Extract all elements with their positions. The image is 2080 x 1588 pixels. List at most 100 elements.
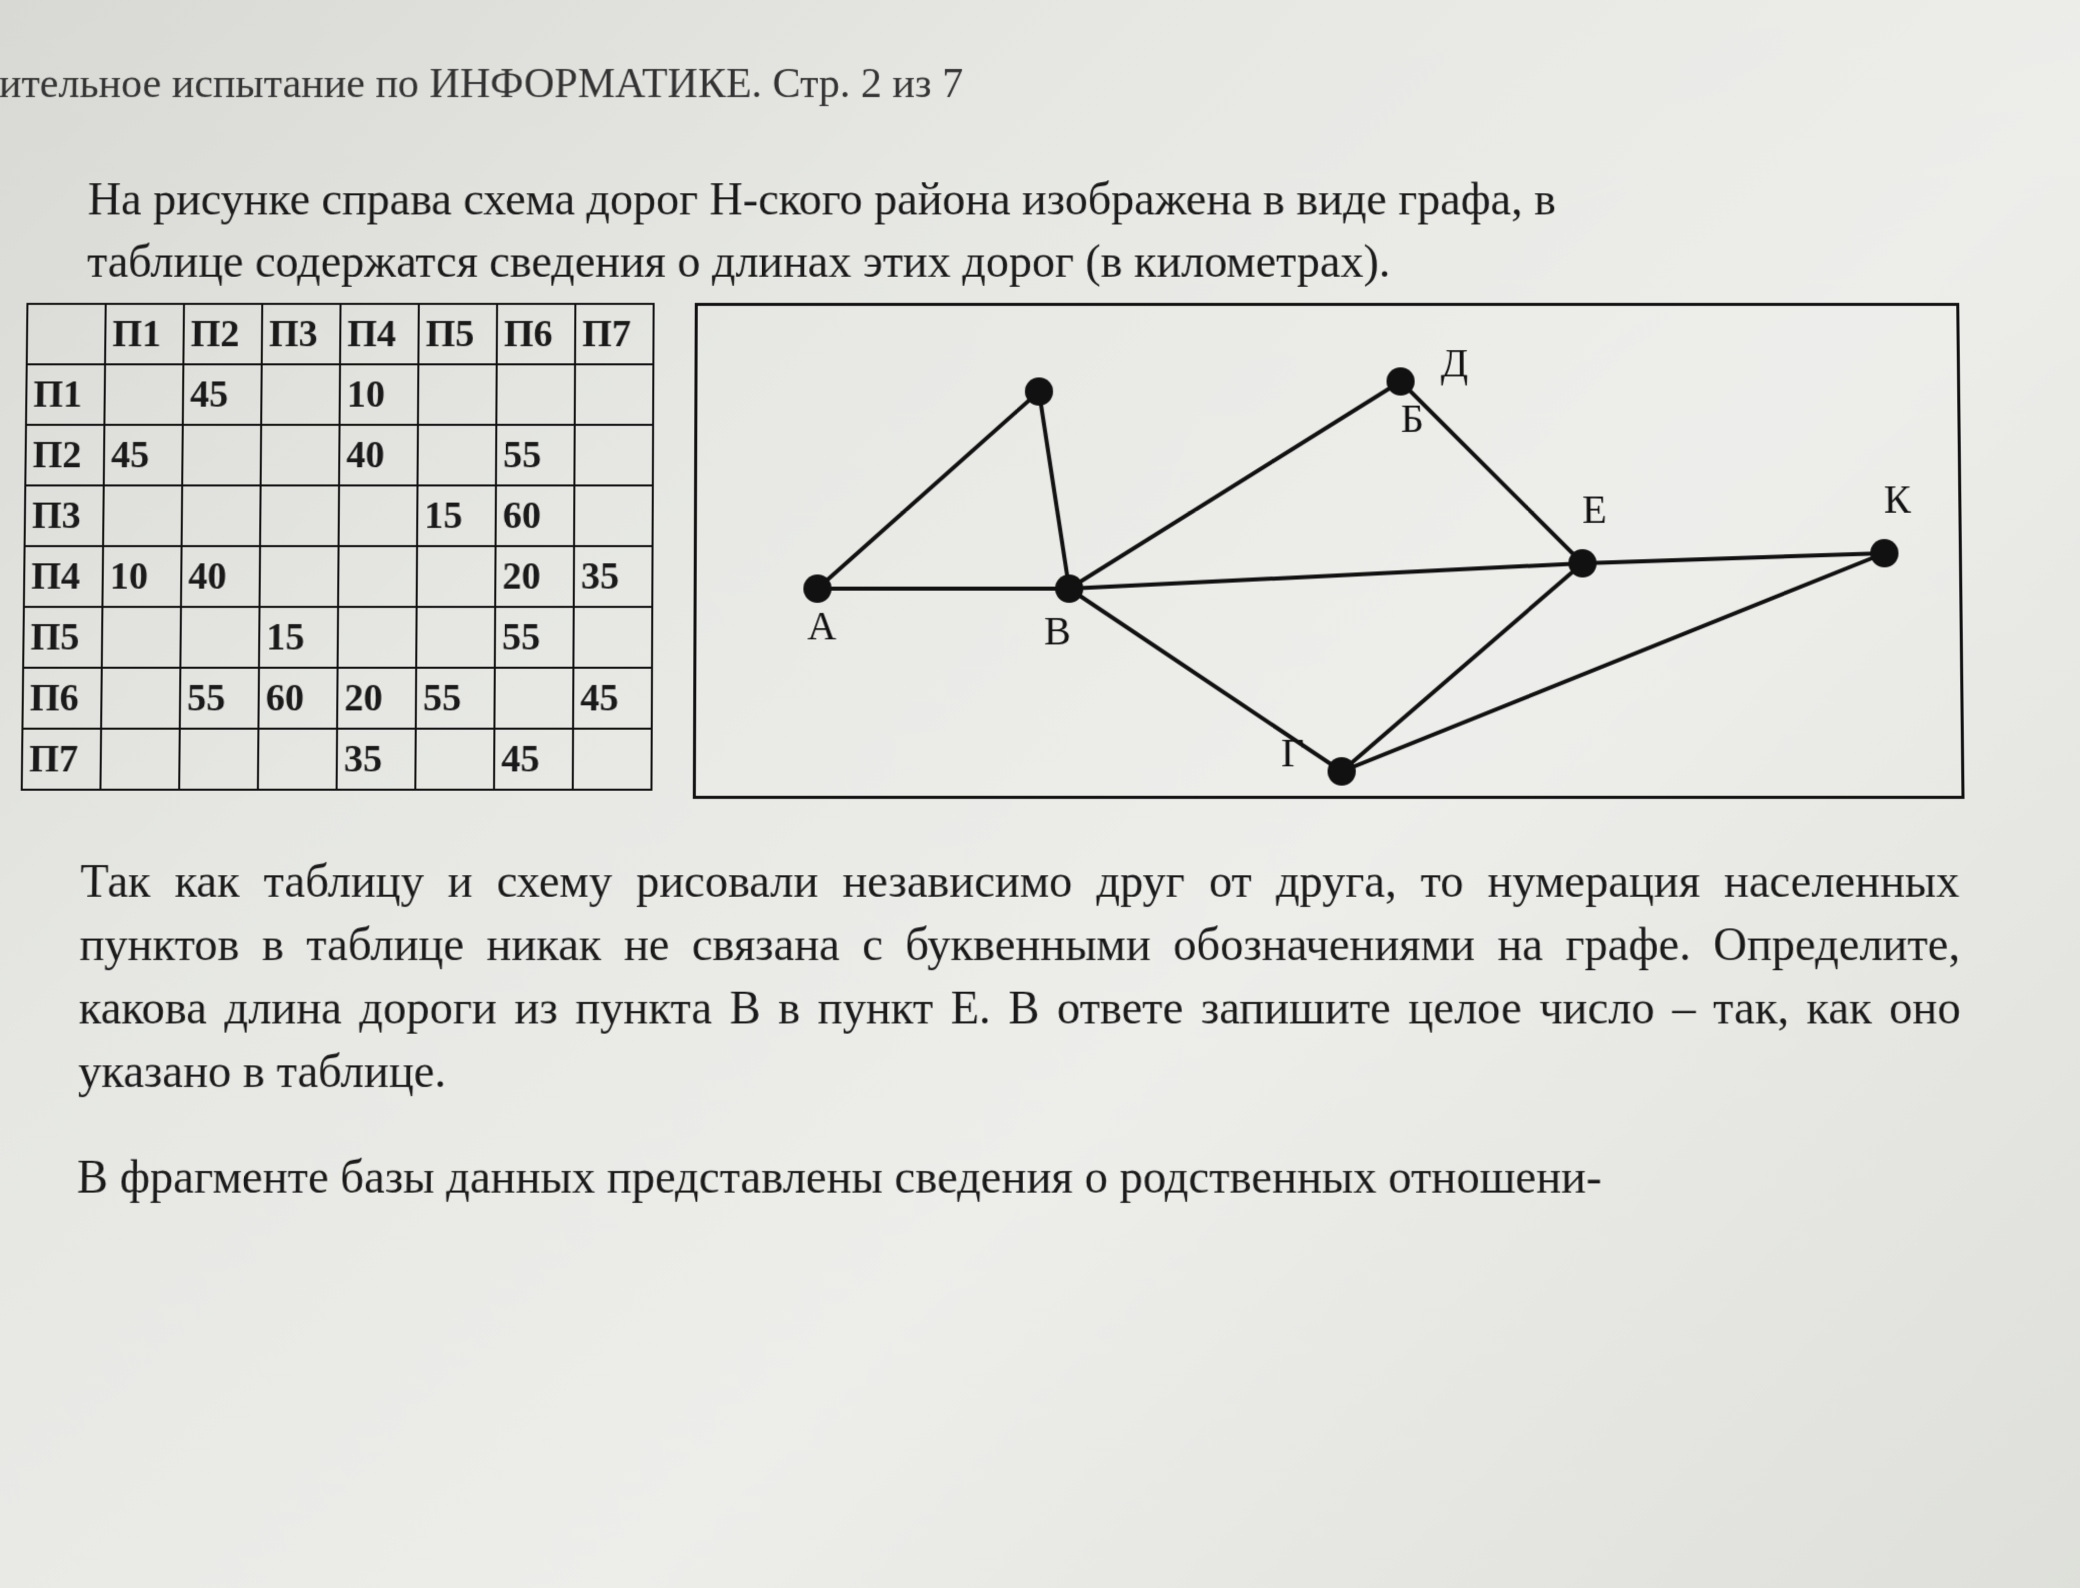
- table-cell: [338, 607, 417, 668]
- table-cell: [417, 546, 496, 607]
- table-cell: [180, 607, 259, 668]
- table-row: П65560205545: [22, 668, 652, 729]
- graph-node-label: А: [807, 603, 836, 649]
- graph-edge: [1069, 564, 1583, 589]
- graph-edge: [1341, 564, 1584, 772]
- table-cell: 45: [183, 365, 262, 426]
- table-cell: [101, 668, 180, 729]
- problem-explanation: Так как таблицу и схему рисовали независ…: [78, 850, 1962, 1104]
- table-cell: 15: [417, 486, 496, 547]
- table-row: П3 1560: [25, 486, 653, 547]
- page-header: ительное испытание по ИНФОРМАТИКЕ. Стр. …: [0, 60, 2001, 108]
- table-cell: 35: [337, 729, 416, 790]
- table-cell: [338, 546, 417, 607]
- table-cell: 10: [340, 365, 419, 426]
- table-cell: [261, 425, 340, 486]
- table-cell: 55: [180, 668, 259, 729]
- table-cell: [102, 607, 181, 668]
- table-cell: [103, 486, 182, 547]
- problem-intro: На рисунке справа схема дорог Н-ского ра…: [87, 168, 1953, 293]
- table-cell: 60: [258, 668, 337, 729]
- table-cell: [100, 729, 179, 790]
- road-graph: А Д В Б Е К Г: [696, 306, 1968, 802]
- table-cell: [416, 607, 495, 668]
- table-cell: 45: [573, 668, 652, 729]
- table-cell: 45: [104, 425, 183, 486]
- graph-node: [1386, 368, 1414, 396]
- table-header-cell: П6: [497, 304, 576, 364]
- graph-node: [1025, 378, 1053, 406]
- graph-edge: [1341, 553, 1887, 771]
- graph-edge: [817, 392, 1039, 589]
- adjacency-table: П1П2П3П4П5П6П7П14510П2454055П31560П41040…: [21, 303, 655, 791]
- table-cell: П7: [22, 729, 101, 790]
- table-and-graph-row: П1П2П3П4П5П6П7П14510П2454055П31560П41040…: [21, 303, 2009, 799]
- table-row: П41040 2035: [24, 546, 653, 607]
- graph-node: [803, 575, 831, 603]
- table-cell: [260, 546, 339, 607]
- table-cell: 55: [495, 607, 574, 668]
- table-cell: 20: [337, 668, 416, 729]
- graph-edge: [1069, 382, 1401, 589]
- graph-edge: [1582, 553, 1884, 563]
- intro-line-2: таблице содержатся сведения о длинах эти…: [87, 236, 1391, 287]
- table-cell: [258, 729, 337, 790]
- table-cell: 10: [102, 546, 181, 607]
- table-row: П5 15 55: [23, 607, 652, 668]
- table-cell: [339, 486, 418, 547]
- table-cell: [574, 486, 653, 547]
- table-cell: [261, 365, 340, 426]
- intro-line-1: На рисунке справа схема дорог Н-ского ра…: [88, 173, 1557, 224]
- table-cell: 55: [416, 668, 495, 729]
- table-row: П1 45 10: [26, 365, 653, 426]
- table-cell: [573, 729, 652, 790]
- table-header-cell: П2: [183, 304, 262, 364]
- graph-node-label: В: [1044, 608, 1071, 654]
- graph-node-label: Г: [1281, 730, 1304, 776]
- table-cell: 60: [496, 486, 575, 547]
- table-cell: 40: [339, 425, 418, 486]
- table-cell: [179, 729, 258, 790]
- table-cell: 35: [574, 546, 653, 607]
- table-header-cell: П4: [340, 304, 419, 364]
- table-cell: 55: [496, 425, 575, 486]
- graph-edge: [1401, 382, 1583, 564]
- table-cell: П2: [25, 425, 104, 486]
- table-header-cell: П7: [575, 304, 654, 364]
- table-cell: [575, 365, 654, 426]
- table-header-cell: П5: [418, 304, 497, 364]
- table-cell: [418, 365, 497, 426]
- graph-node-label: Д: [1441, 340, 1469, 385]
- graph-node-label: Е: [1582, 487, 1607, 533]
- graph-node-label: Б: [1401, 396, 1424, 441]
- table-cell: 45: [494, 729, 573, 790]
- table-cell: [573, 607, 652, 668]
- table-row: П7 35 45: [22, 729, 652, 790]
- graph-node-label: К: [1884, 477, 1912, 523]
- table-header-cell: [27, 304, 106, 364]
- table-cell: П5: [23, 607, 102, 668]
- table-cell: [415, 729, 494, 790]
- exam-page: ительное испытание по ИНФОРМАТИКЕ. Стр. …: [0, 0, 2080, 1588]
- table-cell: П1: [26, 365, 105, 426]
- graph-panel: А Д В Б Е К Г: [693, 303, 1965, 799]
- table-cell: 40: [181, 546, 260, 607]
- table-cell: [260, 486, 339, 547]
- table-cell: [182, 425, 261, 486]
- graph-node: [1055, 575, 1083, 603]
- table-cell: [494, 668, 573, 729]
- table-cell: [574, 425, 653, 486]
- table-cell: [182, 486, 261, 547]
- graph-edge: [1039, 392, 1069, 589]
- graph-node: [1328, 757, 1356, 785]
- graph-node: [1568, 549, 1596, 577]
- next-problem-partial: В фрагменте базы данных представлены све…: [77, 1145, 1963, 1209]
- table-header-cell: П1: [105, 304, 184, 364]
- table-cell: П4: [24, 546, 103, 607]
- table-cell: 20: [495, 546, 574, 607]
- table-row: П245 40 55: [25, 425, 653, 486]
- table-cell: 15: [259, 607, 338, 668]
- table-cell: П3: [25, 486, 104, 547]
- table-cell: [418, 425, 497, 486]
- table-cell: [496, 365, 575, 426]
